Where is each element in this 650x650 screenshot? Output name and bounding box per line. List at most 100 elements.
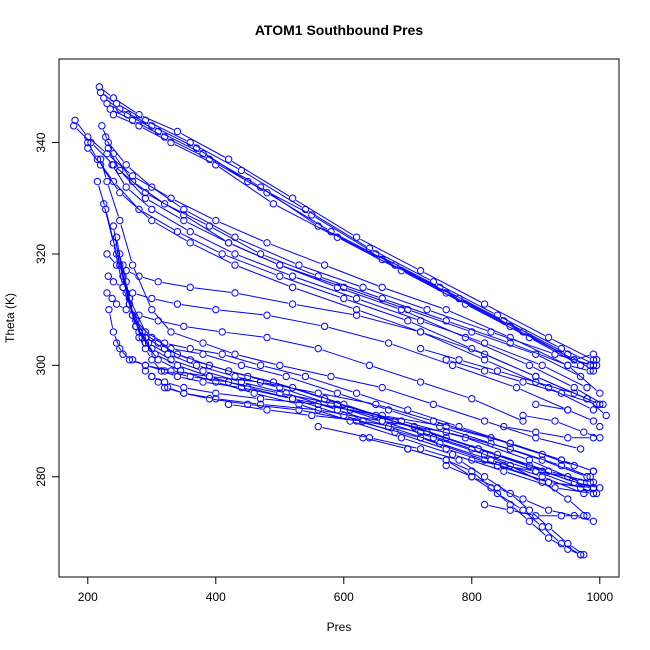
data-point	[141, 188, 150, 197]
series-line-segment	[283, 365, 328, 377]
data-point	[359, 283, 367, 292]
data-point	[105, 305, 113, 314]
series-line-segment	[392, 427, 436, 443]
data-point	[199, 339, 207, 347]
series-line-segment	[187, 326, 219, 332]
data-point	[141, 194, 150, 202]
series-line-segment	[251, 404, 295, 410]
series-line-segment	[539, 438, 577, 449]
data-point	[180, 205, 188, 214]
data-point	[167, 356, 175, 364]
series-line-segment	[354, 421, 398, 437]
data-point	[263, 333, 271, 342]
data-point	[586, 473, 594, 481]
series-line-segment	[341, 404, 398, 421]
data-point	[224, 155, 233, 163]
series-line-segment	[532, 523, 546, 536]
data-point	[544, 383, 553, 392]
series-line-segment	[539, 404, 564, 410]
data-point	[135, 328, 143, 336]
data-point	[256, 378, 265, 386]
data-point	[340, 294, 348, 303]
series-line-segment	[238, 254, 289, 276]
data-point	[557, 461, 566, 470]
series-line-segment	[500, 316, 558, 348]
series-line-segment	[296, 277, 353, 298]
series-line-segment	[174, 143, 213, 164]
data-point	[423, 305, 431, 314]
data-point	[199, 149, 207, 158]
data-point	[352, 311, 361, 319]
series-line-segment	[129, 167, 149, 185]
series-line-segment	[475, 450, 507, 465]
data-point	[592, 356, 601, 364]
series-31	[160, 383, 594, 481]
data-point	[532, 378, 540, 386]
data-point	[128, 172, 137, 180]
data-point	[346, 406, 354, 414]
data-point	[70, 122, 78, 130]
series-line-segment	[302, 265, 360, 287]
series-line-segment	[142, 127, 168, 142]
data-point	[71, 116, 79, 124]
data-point	[103, 149, 111, 158]
series-line-segment	[545, 484, 565, 498]
series-line-segment	[130, 302, 145, 329]
series-line-segment	[449, 466, 469, 476]
data-point	[269, 200, 278, 208]
data-point	[416, 428, 425, 436]
data-point	[480, 500, 489, 509]
series-line-segment	[437, 405, 481, 421]
data-point	[468, 473, 476, 481]
series-line-segment	[322, 393, 372, 405]
series-line-segment	[193, 244, 232, 264]
data-point	[461, 300, 470, 308]
data-point	[186, 138, 194, 147]
data-point	[148, 183, 156, 191]
series-line-segment	[570, 545, 581, 553]
series-line-segment	[270, 243, 321, 265]
data-point	[551, 417, 559, 425]
series-line-segment	[436, 283, 494, 314]
data-point	[442, 422, 450, 431]
data-point	[576, 445, 585, 453]
data-point	[122, 161, 130, 169]
data-point	[186, 227, 194, 236]
series-line-segment	[76, 128, 89, 140]
series-line-segment	[162, 321, 180, 326]
data-point	[532, 512, 540, 520]
series-line-segment	[360, 238, 418, 270]
series-line-segment	[334, 233, 392, 264]
data-point	[106, 105, 114, 113]
series-line-segment	[360, 394, 404, 410]
data-point	[122, 305, 130, 314]
series-line-segment	[456, 455, 500, 471]
series-line-segment	[551, 529, 565, 542]
series-line-segment	[526, 382, 558, 393]
data-point	[237, 383, 246, 392]
data-point	[160, 367, 169, 375]
data-point	[378, 417, 386, 425]
data-point	[359, 417, 367, 425]
series-13	[84, 144, 598, 414]
data-point	[596, 400, 604, 409]
series-line-segment	[174, 199, 213, 220]
series-line-segment	[122, 195, 149, 219]
series-line-segment	[103, 94, 114, 102]
data-point	[589, 478, 598, 487]
series-line-segment	[117, 115, 136, 125]
x-axis-label: Pres	[327, 620, 352, 634]
data-point	[295, 406, 303, 414]
series-line-segment	[283, 277, 340, 298]
data-point	[109, 328, 118, 336]
series-line-segment	[187, 221, 226, 242]
series-line-segment	[360, 421, 417, 438]
data-point	[109, 94, 118, 102]
data-point	[109, 222, 118, 230]
series-line-segment	[133, 268, 151, 306]
series-line-segment	[126, 355, 130, 359]
data-point	[100, 200, 108, 208]
series-line-segment	[315, 415, 359, 422]
data-point	[378, 283, 386, 292]
